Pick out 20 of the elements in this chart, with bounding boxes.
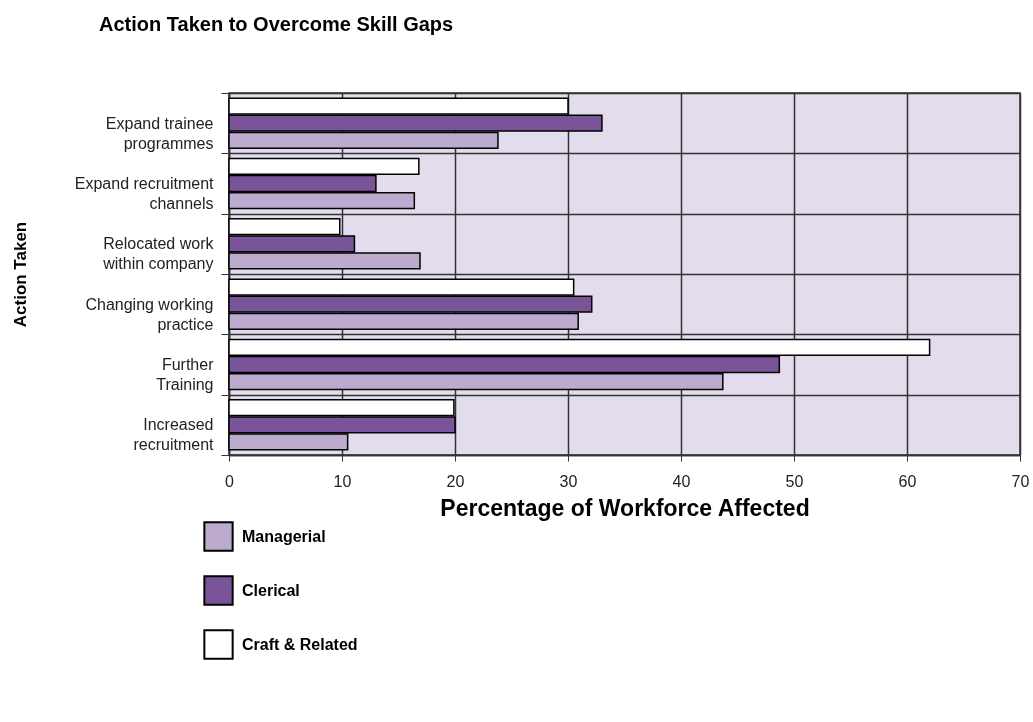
y-tick-label: Expand trainee programmes (105, 114, 214, 152)
y-tick-label: Expand recruitment channels (74, 175, 215, 212)
x-tick-label: 60 (898, 472, 917, 490)
legend-label: Managerial (242, 527, 326, 545)
x-tick-label: 40 (672, 472, 691, 490)
x-tick-label: 10 (333, 472, 352, 490)
y-tick-label: Further Training (156, 356, 215, 393)
y-tick-label: Increased recruitment (133, 416, 215, 454)
y-tick-label: Changing working practice (85, 295, 214, 333)
x-tick-label: 0 (225, 472, 235, 490)
x-axis-title: Percentage of Workforce Affected (440, 494, 810, 521)
y-axis-title: Action Taken (10, 221, 30, 328)
x-tick-label: 20 (446, 472, 465, 490)
legend-label: Craft & Related (242, 635, 358, 653)
x-tick-label: 70 (1011, 472, 1030, 490)
legend-label: Clerical (242, 581, 300, 599)
x-tick-label: 50 (785, 472, 804, 490)
y-tick-label: Relocated work within company (102, 235, 215, 273)
chart-title: Action Taken to Overcome Skill Gaps (99, 13, 454, 35)
x-tick-label: 30 (559, 472, 578, 490)
